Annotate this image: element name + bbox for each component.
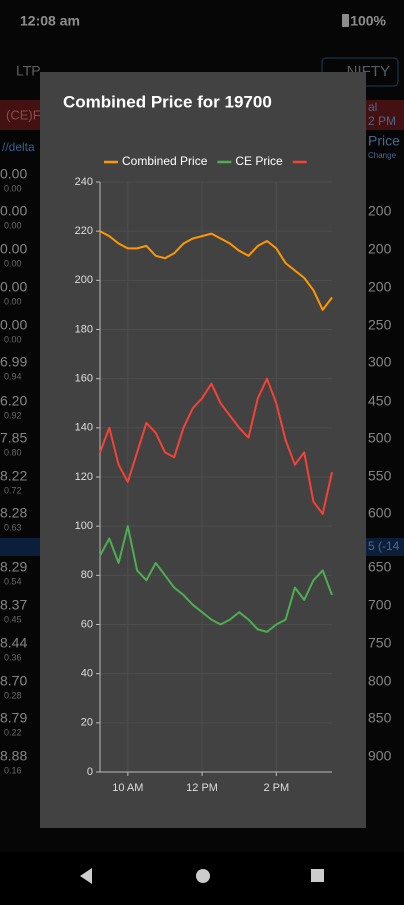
ltp-value: 8.79 (0, 710, 27, 726)
y-tick-label: 200 (75, 274, 93, 286)
ltp-value: 8.88 (0, 748, 27, 764)
ltp-value: 7.85 (0, 430, 27, 446)
ltp-value: 6.20 (0, 393, 27, 409)
change-value: 0.00 (4, 258, 22, 268)
y-tick-label: 0 (87, 766, 93, 778)
y-tick-label: 160 (75, 373, 93, 385)
y-tick-label: 20 (81, 717, 93, 729)
x-tick-label: 12 PM (186, 782, 218, 794)
strike-value: 700 (368, 597, 392, 613)
ltp-value: 0.00 (0, 279, 27, 295)
battery-icon (342, 14, 349, 27)
change-value: 0.72 (4, 485, 22, 495)
strike-value: 650 (368, 559, 392, 575)
x-tick-label: 10 AM (112, 782, 143, 794)
strike-value: 900 (368, 748, 392, 764)
change-value: 0.63 (4, 522, 22, 532)
dialog (40, 72, 366, 828)
y-tick-label: 80 (81, 569, 93, 581)
x-tick-label: 2 PM (263, 782, 289, 794)
back-button[interactable] (80, 868, 92, 884)
strike-value: 200 (368, 203, 392, 219)
strike-value: 750 (368, 635, 392, 651)
right-header: Change (368, 151, 397, 160)
ltp-value: 8.70 (0, 673, 27, 689)
strike-row: 5 (-14 (368, 539, 400, 553)
strike-value: 500 (368, 430, 392, 446)
strike-value: 300 (368, 354, 392, 370)
ltp-value: 8.28 (0, 505, 27, 521)
change-value: 0.54 (4, 576, 22, 586)
chart-title: Combined Price for 19700 (63, 92, 272, 111)
plot: 0 20 40 60 80 100 120 140 160 180 200 220 240 10 AM 12… (75, 154, 333, 794)
change-value: 0.36 (4, 652, 22, 662)
y-tick-label: 180 (75, 323, 93, 335)
change-value: 0.00 (4, 220, 22, 230)
y-tick-label: 240 (75, 176, 93, 188)
legend-label: CE Price (235, 154, 283, 168)
series-line (99, 230, 333, 311)
ltp-value: 0.00 (0, 203, 27, 219)
background-list: 0.000.000.000.000.000.000.000.000.000.00… (0, 100, 400, 775)
clock: 12:08 am (20, 13, 80, 29)
change-value: 0.00 (4, 334, 22, 344)
y-tick-label: 40 (81, 668, 93, 680)
right-header: Price (368, 133, 400, 149)
change-value: 0.00 (4, 183, 22, 193)
change-value: 0.92 (4, 410, 22, 420)
legend-label: Combined Price (122, 154, 208, 168)
battery: 100% (350, 13, 386, 29)
link: //delta (2, 140, 35, 154)
change-value: 0.28 (4, 690, 22, 700)
strike-value: 800 (368, 673, 392, 689)
change-value: 0.45 (4, 614, 22, 624)
y-tick-label: 60 (81, 618, 93, 630)
strike-value: 850 (368, 710, 392, 726)
ce-tab: (CE)F (6, 107, 41, 122)
right-header: al (368, 100, 377, 114)
ltp-value: 8.22 (0, 468, 27, 484)
y-tick-label: 140 (75, 422, 93, 434)
strike-value: 200 (368, 241, 392, 257)
ltp-value: 8.44 (0, 635, 27, 651)
series-line (99, 377, 333, 515)
change-value: 0.16 (4, 765, 22, 775)
change-value: 0.22 (4, 727, 22, 737)
ltp-value: 0.00 (0, 241, 27, 257)
change-value: 0.00 (4, 296, 22, 306)
ltp-value: 0.00 (0, 166, 27, 182)
home-button[interactable] (196, 869, 210, 883)
ltp-value: 8.37 (0, 597, 27, 613)
y-tick-label: 120 (75, 471, 93, 483)
recents-button[interactable] (311, 869, 324, 882)
strike-value: 600 (368, 505, 392, 521)
ltp-value: 8.29 (0, 559, 27, 575)
change-value: 0.94 (4, 371, 22, 381)
y-tick-label: 100 (75, 520, 93, 532)
series-line (99, 525, 333, 633)
strike-value: 550 (368, 468, 392, 484)
strike-value: 250 (368, 317, 392, 333)
y-tick-label: 220 (75, 225, 93, 237)
ltp-value: 6.99 (0, 354, 27, 370)
right-header: 2 PM (368, 114, 396, 128)
change-value: 0.80 (4, 447, 22, 457)
ltp-value: 0.00 (0, 317, 27, 333)
ltp-label: LTP (16, 63, 41, 79)
strike-value: 200 (368, 279, 392, 295)
strike-value: 450 (368, 393, 392, 409)
